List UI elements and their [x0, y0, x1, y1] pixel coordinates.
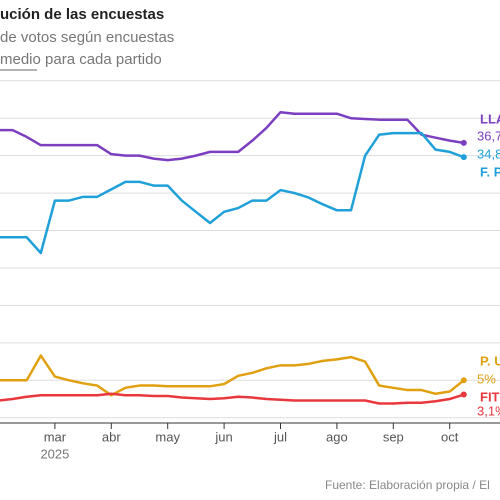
end-point: [460, 391, 467, 398]
value-label: 36,7%: [477, 128, 500, 143]
subtitle: medio para cada partido: [0, 51, 162, 68]
series-name: FIT: [480, 389, 500, 404]
x-tick-label: sep: [383, 429, 404, 444]
value-label: 34,8%: [477, 146, 500, 161]
x-tick-label: mar: [44, 429, 67, 444]
x-tick-label: ago: [326, 429, 348, 444]
end-point: [460, 139, 467, 146]
series-line: [0, 392, 465, 405]
chart-title: ución de las encuestas: [0, 6, 164, 23]
series-name: P. U: [480, 353, 500, 368]
x-tick-label: jul: [273, 429, 287, 444]
x-sublabel: 2025: [40, 446, 69, 461]
x-tick-label: may: [155, 429, 180, 444]
series-line: [0, 131, 465, 255]
x-tick-label: abr: [102, 429, 121, 444]
value-label: 3,1%: [477, 403, 500, 418]
subtitle: de votos según encuestas: [0, 29, 174, 46]
value-label: 5%: [477, 371, 496, 386]
end-point: [460, 154, 467, 161]
x-tick-label: jun: [214, 429, 232, 444]
end-point: [460, 377, 467, 384]
series-name: F. P: [480, 164, 500, 179]
x-tick-label: oct: [441, 429, 459, 444]
series-name: LLA: [480, 111, 500, 126]
series-line: [0, 354, 465, 397]
source: Fuente: Elaboración propia / El: [325, 478, 490, 492]
series-line: [0, 110, 464, 162]
